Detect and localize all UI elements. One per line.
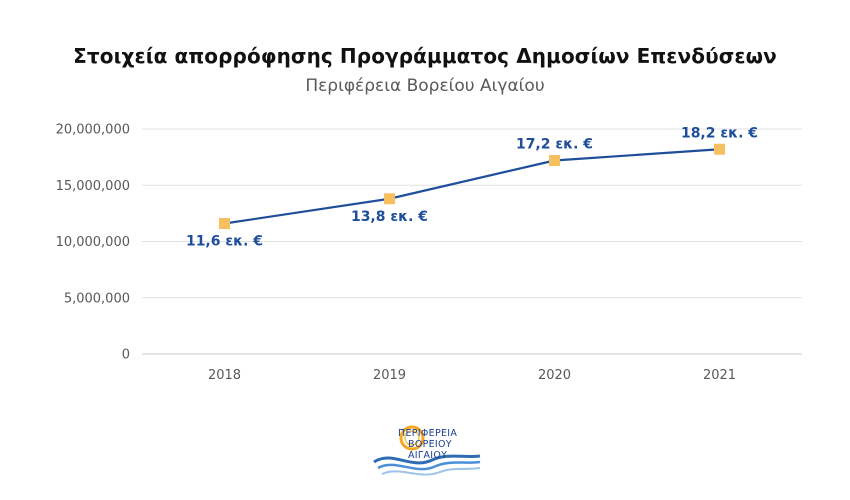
chart-title: Στοιχεία απορρόφησης Προγράμματος Δημοσί… [73, 44, 777, 68]
data-label: 11,6 εκ. € [186, 234, 263, 250]
data-point-marker [714, 143, 725, 155]
series-line [224, 148, 720, 225]
y-tick-label: 10,000,000 [56, 235, 130, 250]
data-label: 13,8 εκ. € [351, 209, 428, 225]
logo-emblem [373, 425, 481, 476]
data-point-marker [384, 193, 395, 205]
logo-text-line1: ΠΕΡΙΦΕΡΕΙΑ [398, 428, 458, 439]
chart-subtitle: Περιφέρεια Βορείου Αιγαίου [305, 76, 545, 96]
y-tick-label: 20,000,000 [56, 123, 130, 138]
y-tick-label: 5,000,000 [64, 291, 130, 306]
data-point-marker [219, 218, 230, 229]
data-label: 18,2 εκ. € [681, 125, 758, 141]
logo-text-line2: ΒΟΡΕΙΟΥ [408, 439, 452, 450]
logo-text-line3: ΑΙΓΑΙΟΥ [408, 450, 448, 461]
data-point-marker [549, 155, 560, 166]
y-tick-label: 0 [122, 348, 130, 363]
x-tick-label: 2021 [703, 368, 736, 383]
y-tick-label: 15,000,000 [56, 179, 130, 194]
x-tick-label: 2018 [208, 368, 241, 383]
x-tick-label: 2020 [538, 368, 571, 383]
x-tick-label: 2019 [373, 368, 406, 383]
data-label: 17,2 εκ. € [516, 137, 593, 153]
line-chart: 0 5,000,000 10,000,000 15,000,000 20,000,000… [56, 123, 802, 383]
region-logo: ΠΕΡΙΦΕΡΕΙΑ ΒΟΡΕΙΟΥ ΑΙΓΑΙΟΥ [372, 420, 484, 480]
